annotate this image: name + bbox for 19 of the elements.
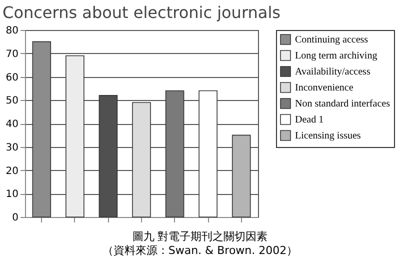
- legend-label: Long term archiving: [295, 50, 378, 62]
- text: （資料來源：Swan. & Brown. 2002）: [101, 244, 299, 258]
- legend-label: Continuing access: [295, 34, 368, 46]
- legend-label: Non standard interfaces: [295, 98, 390, 110]
- y-tick-label: 40: [6, 119, 18, 130]
- legend-label: Licensing issues: [295, 130, 361, 142]
- legend-label: Inconvenience: [295, 82, 354, 94]
- chart-title: Concerns about electronic journals: [2, 3, 280, 22]
- y-tick-label: 50: [6, 96, 18, 107]
- y-tick-label: 80: [6, 26, 18, 36]
- y-tick-label: 60: [6, 72, 18, 84]
- y-tick-label: 0: [12, 212, 18, 224]
- legend-label: Dead 1: [295, 114, 324, 126]
- text: 圖九 對電子期刊之關切因素: [131, 230, 269, 244]
- y-tick-label: 10: [6, 189, 18, 200]
- y-tick-label: 70: [6, 48, 18, 60]
- legend-label: Availability/access: [295, 66, 370, 78]
- y-tick-label: 30: [6, 142, 18, 154]
- y-tick-label: 20: [6, 166, 18, 177]
